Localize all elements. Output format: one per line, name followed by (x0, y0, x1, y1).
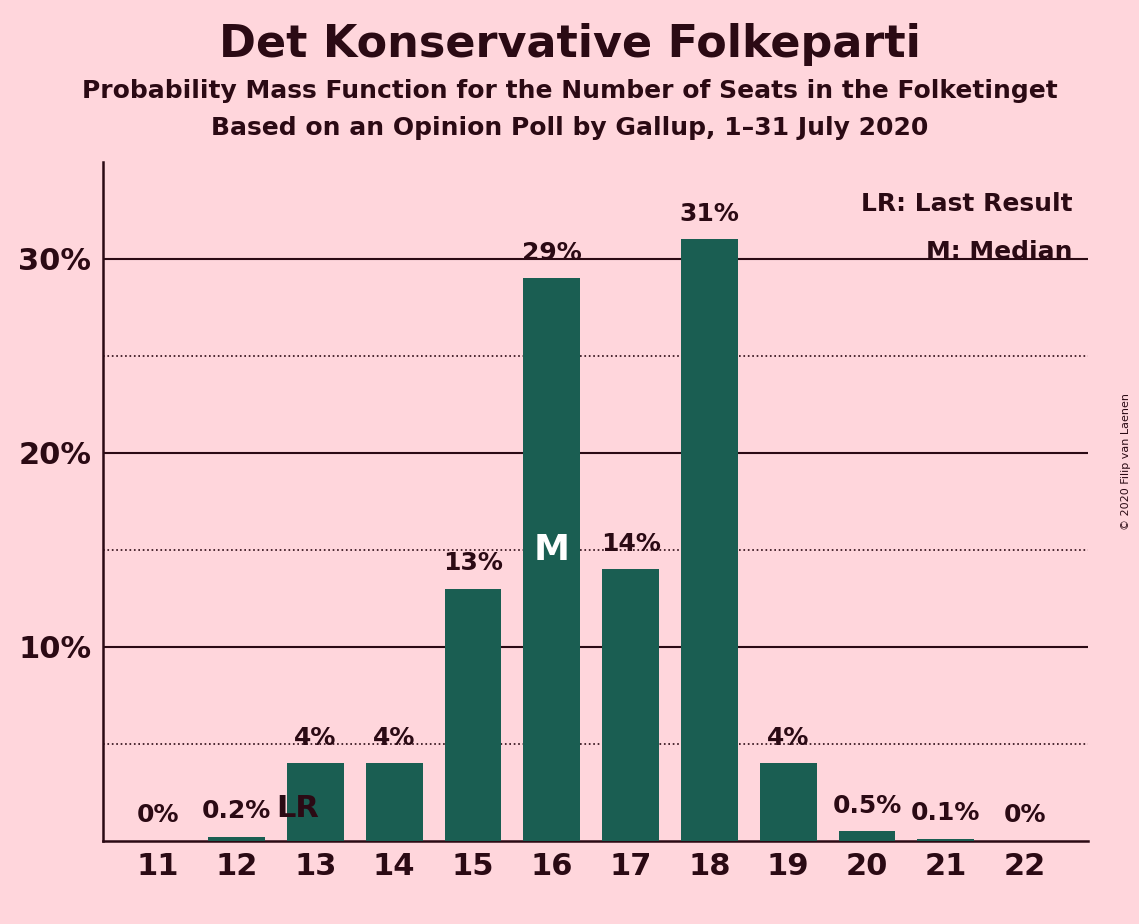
Text: © 2020 Filip van Laenen: © 2020 Filip van Laenen (1121, 394, 1131, 530)
Text: Det Konservative Folkeparti: Det Konservative Folkeparti (219, 23, 920, 67)
Text: 31%: 31% (680, 201, 739, 225)
Text: 29%: 29% (522, 240, 582, 264)
Text: 0.2%: 0.2% (202, 799, 271, 823)
Bar (603, 569, 659, 841)
Bar (918, 839, 974, 841)
Bar (444, 589, 501, 841)
Text: 0.1%: 0.1% (911, 801, 981, 825)
Text: LR: Last Result: LR: Last Result (861, 192, 1073, 216)
Bar (524, 278, 580, 841)
Text: M: Median: M: Median (926, 240, 1073, 263)
Text: Based on an Opinion Poll by Gallup, 1–31 July 2020: Based on an Opinion Poll by Gallup, 1–31… (211, 116, 928, 140)
Text: 0.5%: 0.5% (833, 794, 902, 818)
Bar (681, 239, 738, 841)
Bar (208, 837, 265, 841)
Text: Probability Mass Function for the Number of Seats in the Folketinget: Probability Mass Function for the Number… (82, 79, 1057, 103)
Bar (366, 763, 423, 841)
Bar (760, 763, 817, 841)
Text: LR: LR (276, 795, 319, 823)
Text: 0%: 0% (137, 803, 179, 827)
Bar (838, 832, 895, 841)
Text: 4%: 4% (767, 725, 810, 749)
Text: 4%: 4% (294, 725, 336, 749)
Text: 4%: 4% (372, 725, 416, 749)
Text: 14%: 14% (600, 531, 661, 555)
Text: 13%: 13% (443, 551, 503, 575)
Bar (287, 763, 344, 841)
Text: M: M (534, 533, 570, 566)
Text: 0%: 0% (1003, 803, 1046, 827)
